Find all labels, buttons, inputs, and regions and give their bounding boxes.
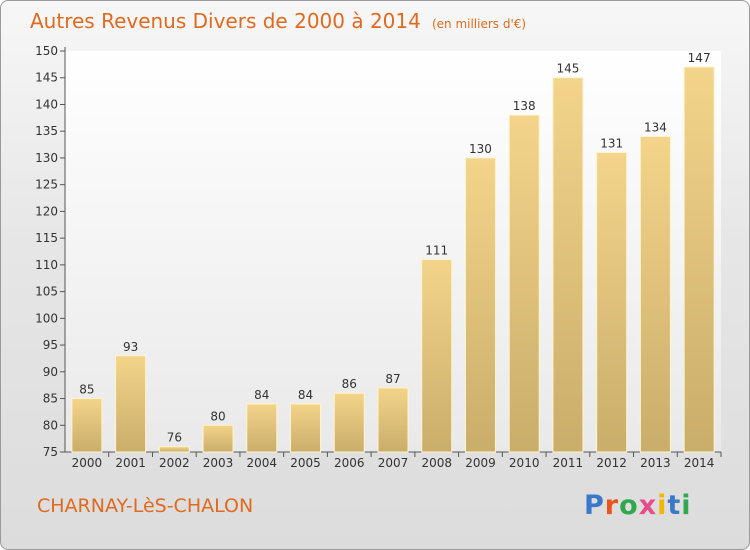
location-name: CHARNAY-LèS-CHALON	[37, 495, 254, 517]
x-tick-label: 2013	[640, 456, 671, 470]
x-tick-label: 2012	[596, 456, 627, 470]
y-tick-label: 105	[35, 285, 58, 299]
data-label: 86	[342, 377, 357, 391]
data-label: 87	[385, 372, 400, 386]
data-label: 138	[513, 99, 536, 113]
x-tick-label: 2008	[421, 456, 452, 470]
y-tick-label: 135	[35, 124, 58, 138]
logo-letter: o	[619, 490, 639, 521]
x-tick-label: 2006	[334, 456, 365, 470]
bar	[596, 152, 628, 453]
data-label: 84	[298, 388, 313, 402]
y-tick-label: 110	[35, 258, 58, 272]
logo-letter: t	[667, 490, 682, 521]
bar	[508, 114, 540, 453]
bar	[421, 259, 453, 453]
y-tick-label: 115	[35, 231, 58, 245]
data-label: 111	[425, 244, 448, 258]
data-label: 85	[79, 383, 94, 397]
bar	[377, 387, 409, 453]
x-tick-label: 2007	[378, 456, 409, 470]
x-tick-label: 2010	[509, 456, 540, 470]
y-tick-label: 75	[43, 445, 58, 459]
data-label: 147	[688, 51, 711, 65]
y-tick-label: 125	[35, 178, 58, 192]
x-tick-label: 2014	[684, 456, 715, 470]
logo-letter: x	[638, 490, 658, 521]
y-tick-label: 80	[43, 418, 58, 432]
data-label: 93	[123, 340, 138, 354]
x-tick-label: 2003	[203, 456, 234, 470]
bar	[115, 355, 147, 453]
title-line: Autres Revenus Divers de 2000 à 2014 (en…	[30, 9, 526, 33]
bar	[202, 424, 234, 453]
y-tick-label: 130	[35, 151, 58, 165]
x-tick-label: 2011	[553, 456, 584, 470]
bar	[464, 157, 496, 453]
y-tick-label: 140	[35, 97, 58, 111]
bar	[246, 403, 278, 453]
data-label: 80	[210, 409, 225, 423]
chart-title: Autres Revenus Divers de 2000 à 2014	[30, 9, 421, 33]
y-tick-label: 90	[43, 365, 58, 379]
bar	[683, 66, 715, 453]
unit-note: (en milliers d'€)	[431, 17, 527, 31]
logo-letter: i	[657, 490, 668, 521]
bar	[290, 403, 322, 453]
x-tick-label: 2004	[247, 456, 278, 470]
data-label: 130	[469, 142, 492, 156]
proxiti-logo: Proxiti	[584, 490, 692, 521]
y-tick-label: 120	[35, 204, 58, 218]
bar	[333, 392, 365, 453]
data-label: 145	[556, 62, 579, 76]
x-tick-label: 2005	[290, 456, 321, 470]
y-tick-label: 95	[43, 338, 58, 352]
bar	[639, 136, 671, 453]
data-label: 76	[167, 431, 182, 445]
logo-letter: i	[681, 490, 692, 521]
x-tick-label: 2002	[159, 456, 190, 470]
y-tick-label: 100	[35, 311, 58, 325]
bar	[158, 446, 190, 453]
data-label: 134	[644, 121, 667, 135]
logo-letter: P	[584, 490, 605, 521]
logo-letter: r	[604, 490, 620, 521]
bar	[552, 77, 584, 453]
data-label: 131	[600, 137, 623, 151]
x-tick-label: 2000	[72, 456, 103, 470]
y-tick-label: 85	[43, 392, 58, 406]
y-tick-label: 145	[35, 71, 58, 85]
y-tick-label: 150	[35, 44, 58, 58]
bar	[71, 398, 103, 453]
x-tick-label: 2001	[115, 456, 146, 470]
x-tick-label: 2009	[465, 456, 496, 470]
data-label: 84	[254, 388, 269, 402]
